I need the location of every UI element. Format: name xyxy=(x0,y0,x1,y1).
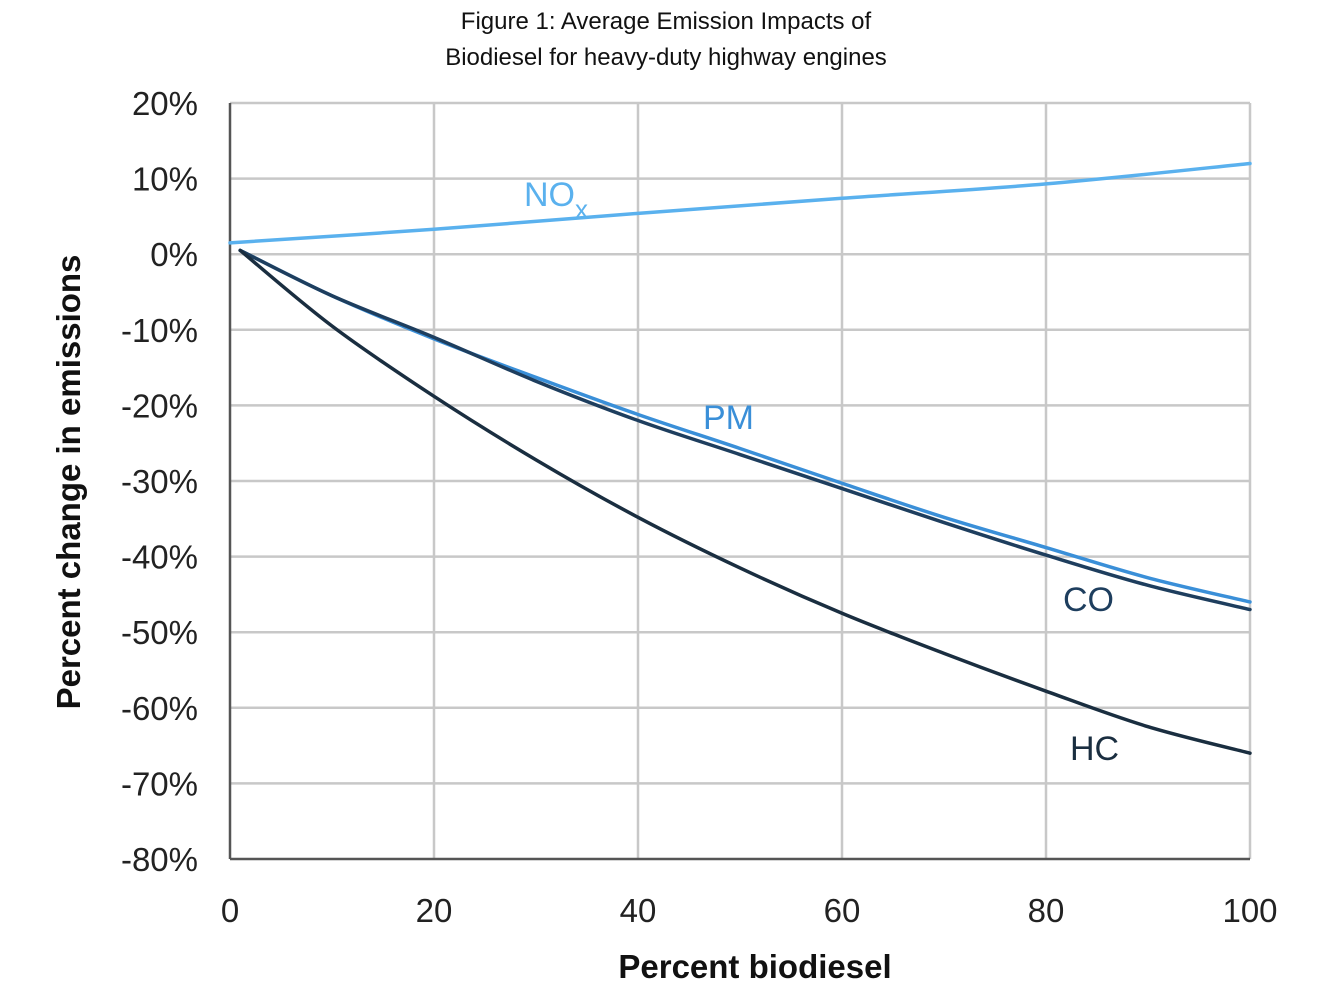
series-label-nox-subscript: x xyxy=(575,194,588,224)
y-axis-title: Percent change in emissions xyxy=(50,255,87,710)
y-tick-label: -50% xyxy=(121,614,198,651)
y-tick-label: -30% xyxy=(121,463,198,500)
y-tick-label: -60% xyxy=(121,690,198,727)
x-tick-label: 20 xyxy=(416,892,453,929)
series-label-nox-main: NO xyxy=(524,176,575,214)
chart-title-line-1: Figure 1: Average Emission Impacts of xyxy=(461,8,872,35)
series-lines xyxy=(228,161,1252,755)
x-axis-title: Percent biodiesel xyxy=(618,948,891,985)
y-tick-label: 10% xyxy=(132,161,198,198)
x-tick-label: 100 xyxy=(1222,892,1277,929)
x-tick-label: 80 xyxy=(1028,892,1065,929)
series-line-no xyxy=(228,161,1252,245)
series-label-co: CO xyxy=(1063,581,1114,619)
x-tick-label: 0 xyxy=(221,892,239,929)
series-line-co xyxy=(238,248,1252,612)
y-tick-label: -70% xyxy=(121,765,198,802)
series-label-nox: NOx xyxy=(524,176,588,224)
axes xyxy=(228,103,1250,861)
y-tick-label: -20% xyxy=(121,387,198,424)
chart-title-line-2: Biodiesel for heavy-duty highway engines xyxy=(445,44,887,71)
x-tick-labels: 0 20 40 60 80 100 xyxy=(221,892,1278,929)
x-tick-label: 40 xyxy=(620,892,657,929)
series-label-pm: PM xyxy=(703,399,754,437)
series-line-hc xyxy=(238,248,1252,755)
y-tick-label: 20% xyxy=(132,85,198,122)
series-label-hc: HC xyxy=(1070,730,1119,768)
y-tick-labels: 20% 10% 0% -10% -20% -30% -40% -50% -60% -70% -80% xyxy=(121,85,198,878)
y-tick-label: -10% xyxy=(121,312,198,349)
y-tick-label: -40% xyxy=(121,539,198,576)
x-tick-label: 60 xyxy=(824,892,861,929)
y-tick-label: 0% xyxy=(150,236,198,273)
y-tick-label: -80% xyxy=(121,841,198,878)
